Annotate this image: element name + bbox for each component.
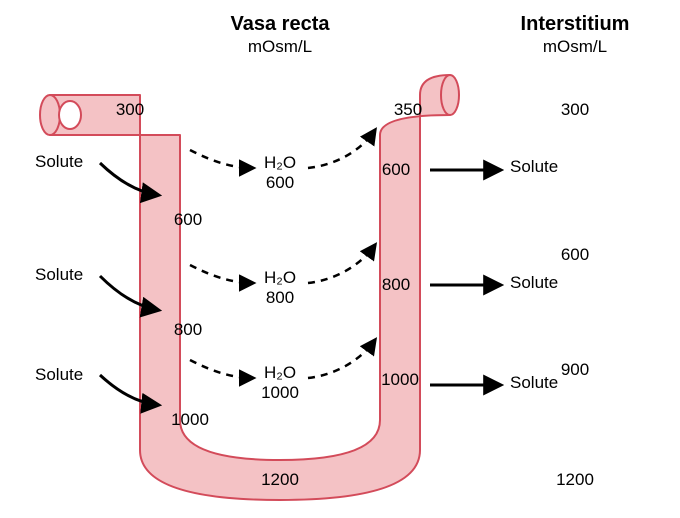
asc-value: 800: [382, 275, 410, 294]
unit-vasa-recta: mOsm/L: [248, 37, 312, 56]
h2o-value: 600: [266, 173, 294, 192]
solute-out-label: Solute: [510, 273, 558, 292]
h2o-arrow: [190, 150, 253, 168]
solute-out-label: Solute: [510, 373, 558, 392]
solute-in-label: Solute: [35, 265, 83, 284]
desc-value: 800: [174, 320, 202, 339]
asc-value: 350: [394, 100, 422, 119]
asc-value: 1000: [381, 370, 419, 389]
unit-interstitium: mOsm/L: [543, 37, 607, 56]
h2o-arrow: [308, 130, 375, 168]
diagram-svg: Solute Solute Solute Solute Solute Solute Vasa…: [0, 0, 680, 518]
h2o-label: H₂O: [264, 268, 296, 287]
h2o-value: 1000: [261, 383, 299, 402]
h2o-label: H₂O: [264, 363, 296, 382]
h2o-arrow: [190, 360, 253, 378]
desc-value: 1000: [171, 410, 209, 429]
lumen: [59, 101, 81, 129]
h2o-arrow: [308, 245, 375, 283]
vasa-recta-diagram: { "canvas": { "width": 680, "height": 51…: [0, 0, 680, 518]
h2o-label: H₂O: [264, 153, 296, 172]
interstitium-value: 900: [561, 360, 589, 379]
solute-in-label: Solute: [35, 365, 83, 384]
h2o-arrow: [190, 265, 253, 283]
title-interstitium: Interstitium: [521, 13, 630, 35]
interstitium-value: 1200: [556, 470, 594, 489]
tube-opening: [40, 95, 60, 135]
interstitium-value: 600: [561, 245, 589, 264]
h2o-value: 800: [266, 288, 294, 307]
title-vasa-recta: Vasa recta: [231, 13, 331, 35]
solute-out-label: Solute: [510, 157, 558, 176]
h2o-arrow: [308, 340, 375, 378]
asc-value: 600: [382, 160, 410, 179]
bottom-value: 1200: [261, 470, 299, 489]
desc-value: 600: [174, 210, 202, 229]
solute-in-label: Solute: [35, 152, 83, 171]
interstitium-value: 300: [561, 100, 589, 119]
tube-cap-right: [441, 75, 459, 115]
desc-value: 300: [116, 100, 144, 119]
